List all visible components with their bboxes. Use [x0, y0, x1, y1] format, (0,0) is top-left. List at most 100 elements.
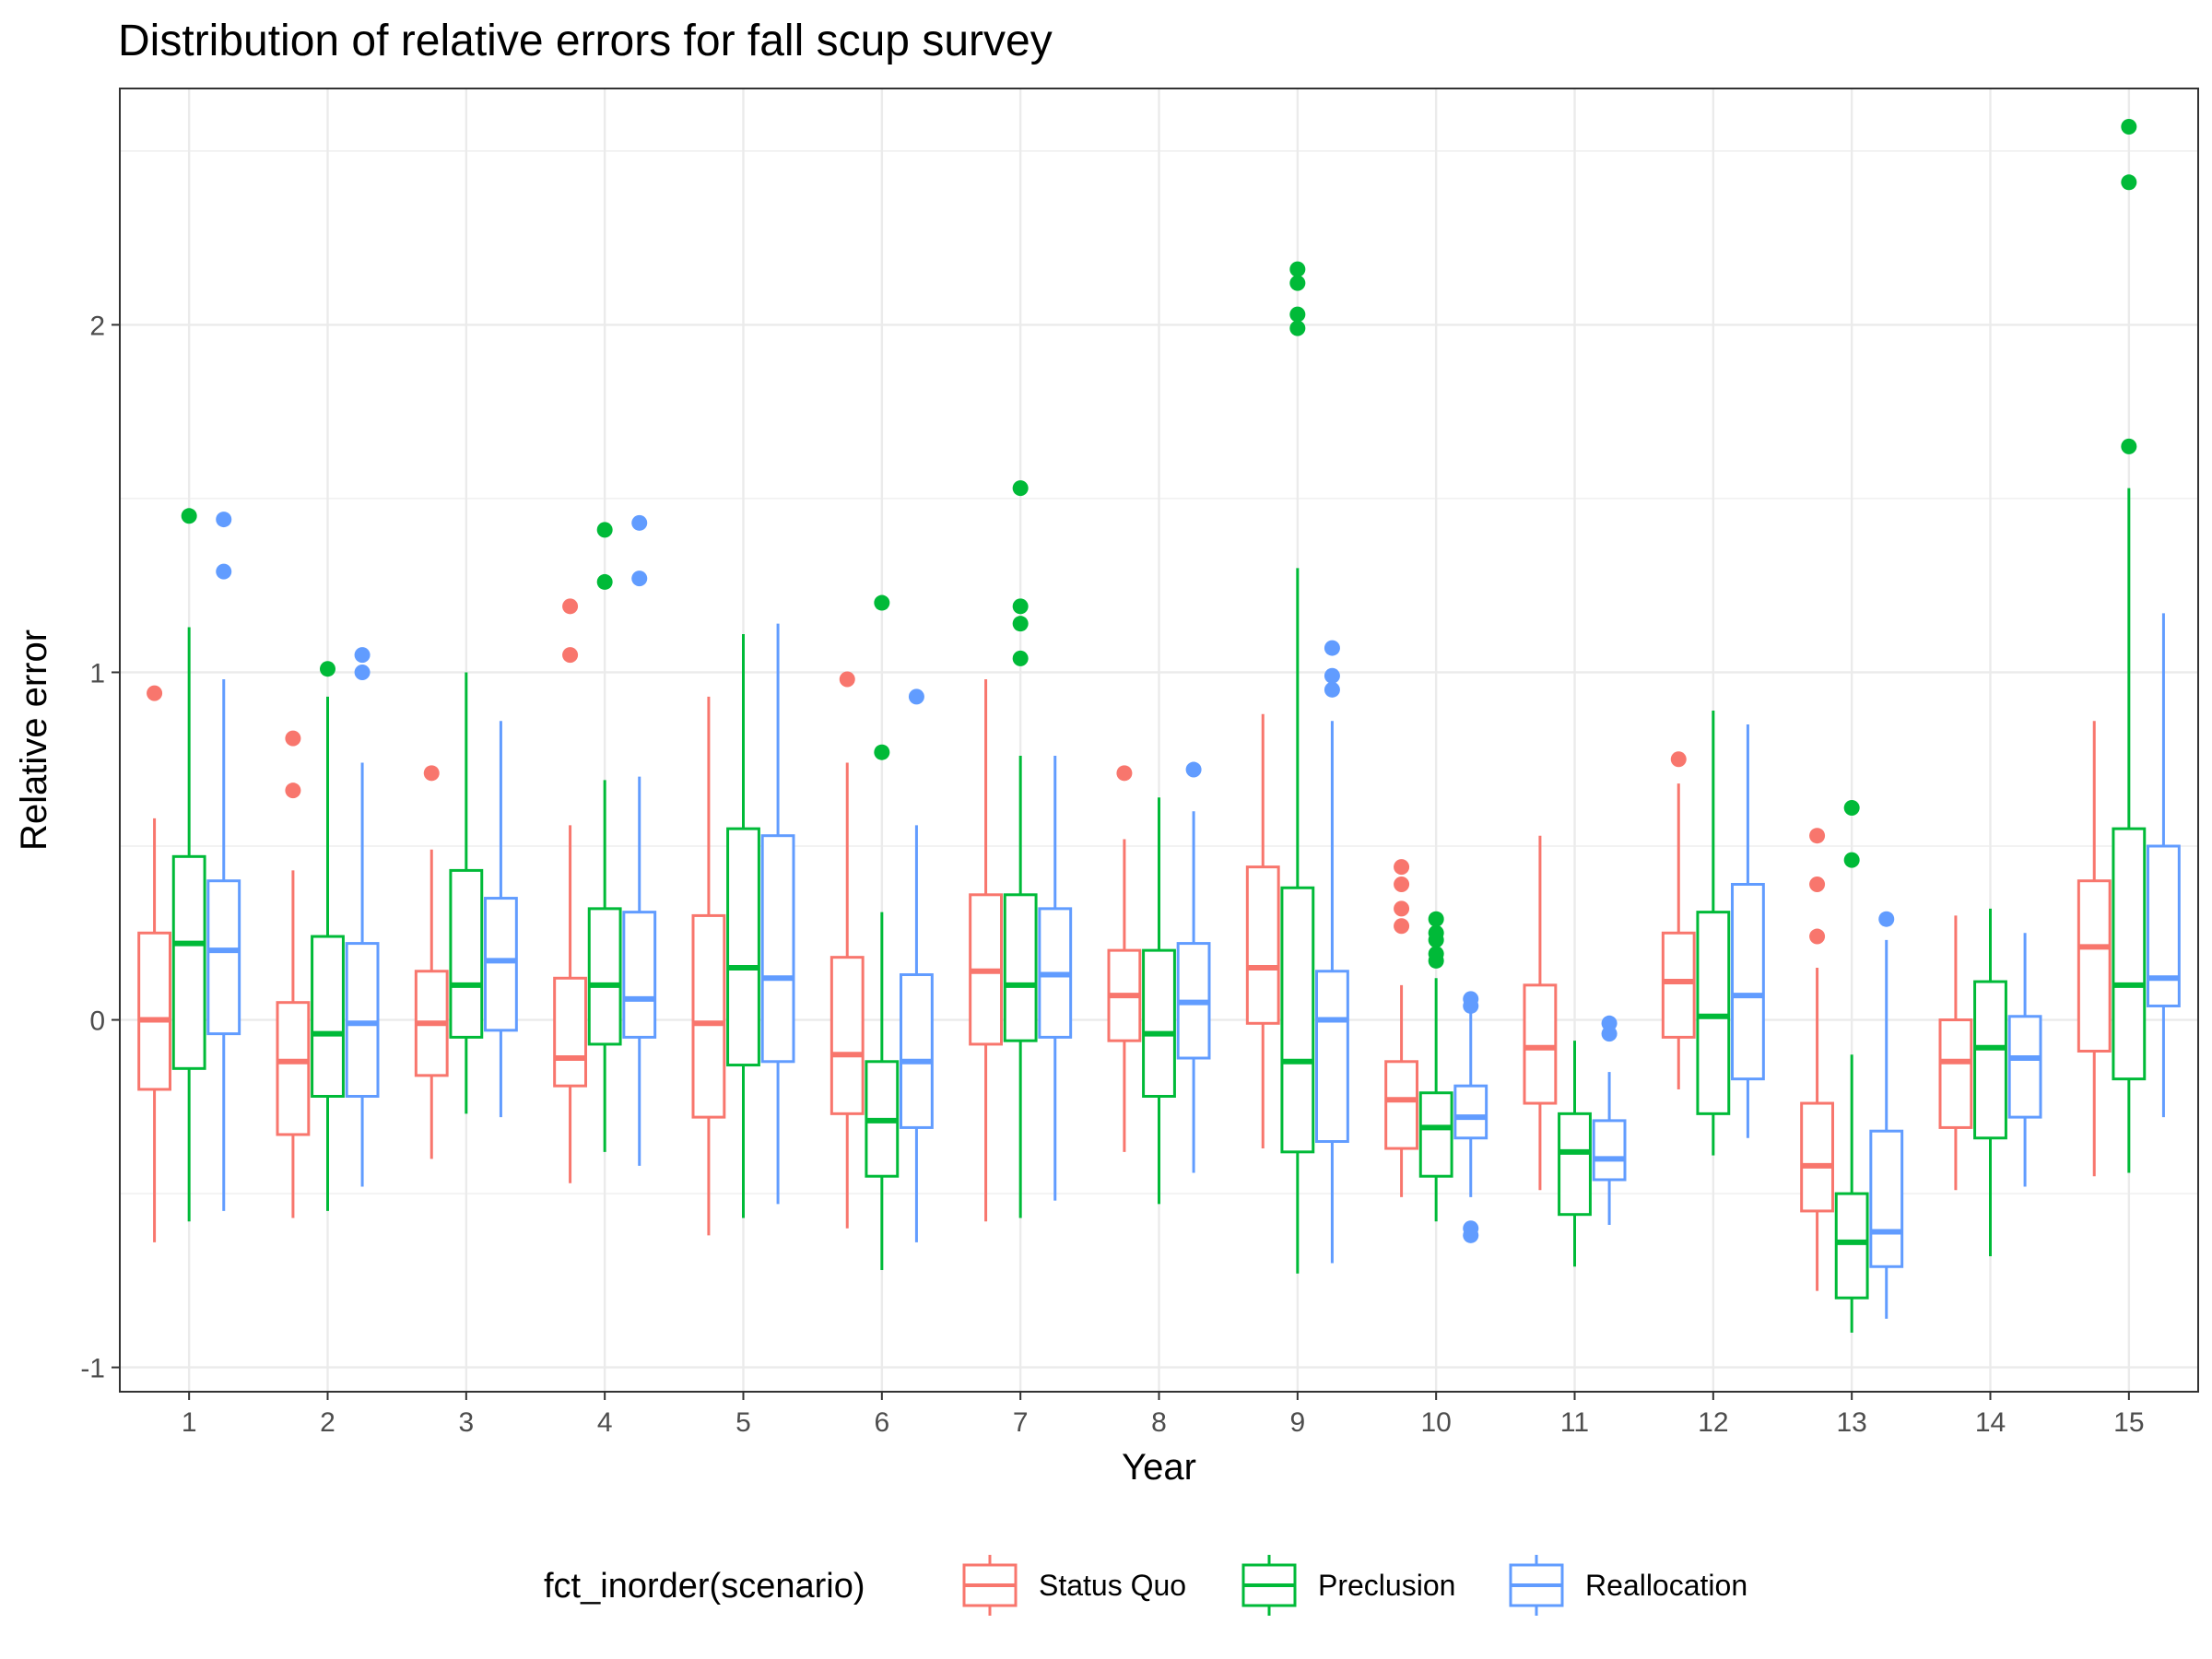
outlier-point [1012, 650, 1029, 666]
outlier-point [147, 685, 163, 701]
boxplot-group [2077, 721, 2112, 1177]
legend-key [962, 1555, 1018, 1616]
iqr-box [276, 1001, 311, 1136]
boxplot-group [1869, 911, 1904, 1319]
y-tick-label: -1 [80, 1354, 105, 1384]
outlier-point [2121, 118, 2137, 135]
boxplot-group [1176, 761, 1211, 1173]
outlier-point [216, 563, 232, 580]
outlier-point [1463, 997, 1479, 1014]
iqr-box [1869, 1129, 1904, 1268]
legend-label: Preclusion [1318, 1569, 1455, 1602]
legend-label: Reallocation [1585, 1569, 1747, 1602]
iqr-box [1800, 1101, 1834, 1213]
outlier-point [354, 664, 371, 680]
iqr-box [1558, 1112, 1592, 1217]
iqr-box [1142, 948, 1176, 1098]
outlier-point [908, 688, 924, 705]
x-tick-label: 14 [1975, 1407, 2006, 1438]
iqr-box [137, 931, 171, 1091]
boxplot-group [865, 594, 900, 1271]
x-tick-label: 15 [2113, 1407, 2144, 1438]
legend-title: fct_inorder(scenario) [544, 1567, 865, 1606]
boxplot-group [691, 696, 726, 1236]
outlier-point [1185, 761, 1202, 778]
outlier-point [1012, 598, 1029, 615]
iqr-box [484, 897, 518, 1032]
iqr-box [1453, 1084, 1488, 1140]
boxplot-group [553, 598, 587, 1183]
boxplot-group [1731, 724, 1765, 1138]
iqr-box [1280, 886, 1315, 1154]
y-tick-label: 0 [89, 1006, 105, 1037]
iqr-box [1696, 911, 1731, 1115]
boxplot-group [449, 672, 484, 1114]
iqr-box [1523, 983, 1558, 1105]
boxplot-group [2147, 613, 2181, 1118]
outlier-point [423, 765, 440, 782]
boxplot-group [206, 512, 241, 1211]
iqr-box [553, 976, 587, 1088]
outlier-point [1289, 275, 1306, 291]
outlier-point [1809, 876, 1826, 892]
iqr-box [1938, 1018, 1973, 1129]
x-tick-label: 8 [1151, 1407, 1167, 1438]
outlier-point [285, 730, 301, 747]
x-tick-label: 6 [874, 1407, 889, 1438]
boxplot-group [414, 765, 449, 1159]
outlier-point [596, 573, 613, 590]
outlier-point [1289, 306, 1306, 323]
iqr-box [206, 879, 241, 1036]
outlier-point [839, 671, 855, 688]
outlier-point [1289, 261, 1306, 277]
boxplot-group [969, 679, 1003, 1222]
outlier-point [1878, 911, 1895, 927]
iqr-box [311, 935, 345, 1098]
outlier-point [631, 571, 648, 587]
outlier-point [2121, 174, 2137, 191]
iqr-box [760, 834, 795, 1064]
y-axis-title: Relative error [14, 629, 54, 851]
outlier-point [562, 647, 579, 664]
x-tick-label: 3 [458, 1407, 474, 1438]
x-tick-label: 10 [1420, 1407, 1451, 1438]
boxplot-group [1938, 915, 1973, 1191]
iqr-box [1731, 882, 1765, 1081]
iqr-box [2112, 827, 2147, 1081]
boxplot-group [1003, 480, 1038, 1218]
boxplot-group [137, 685, 171, 1242]
outlier-point [1116, 765, 1133, 782]
boxplot-group [1280, 261, 1315, 1274]
outlier-point [1394, 918, 1410, 935]
outlier-point [1809, 828, 1826, 844]
outlier-point [285, 782, 301, 799]
x-tick-label: 1 [182, 1407, 197, 1438]
x-tick-label: 2 [320, 1407, 335, 1438]
outlier-point [562, 598, 579, 615]
boxplot-group [1834, 800, 1869, 1333]
outlier-point [1809, 928, 1826, 945]
boxplot-group [1661, 751, 1696, 1089]
boxplot-group [1453, 991, 1488, 1243]
legend-key [1241, 1555, 1297, 1616]
outlier-point [1324, 640, 1340, 656]
outlier-point [1428, 952, 1444, 969]
iqr-box [587, 907, 622, 1046]
boxplot-group [311, 661, 345, 1211]
iqr-box [1973, 980, 2007, 1140]
iqr-box [1003, 893, 1038, 1042]
outlier-point [1394, 900, 1410, 917]
iqr-box [900, 973, 934, 1129]
outlier-point [1394, 876, 1410, 892]
iqr-box [726, 827, 760, 1067]
iqr-box [2077, 879, 2112, 1053]
outlier-point [216, 512, 232, 528]
legend: fct_inorder(scenario) Status Quo Preclusi… [544, 1555, 1747, 1616]
boxplot-group [1696, 710, 1731, 1156]
y-tick-label: 2 [89, 311, 105, 341]
x-tick-label: 5 [735, 1407, 751, 1438]
outlier-point [1289, 320, 1306, 336]
outlier-point [1843, 800, 1860, 817]
